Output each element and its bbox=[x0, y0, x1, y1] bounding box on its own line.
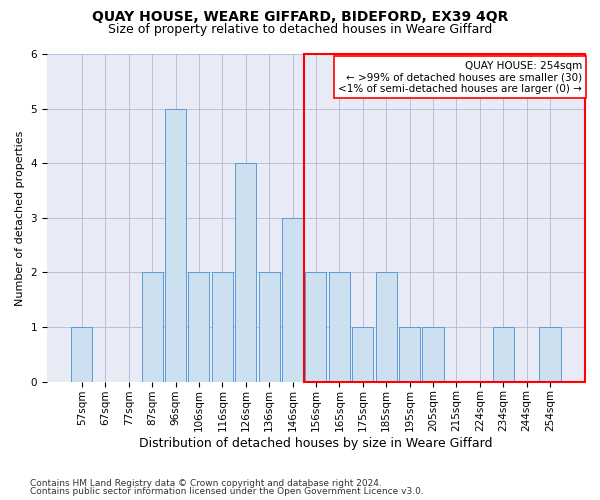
Text: QUAY HOUSE, WEARE GIFFARD, BIDEFORD, EX39 4QR: QUAY HOUSE, WEARE GIFFARD, BIDEFORD, EX3… bbox=[92, 10, 508, 24]
Bar bbox=[376, 272, 397, 382]
Bar bbox=[493, 327, 514, 382]
Bar bbox=[188, 272, 209, 382]
Bar bbox=[282, 218, 303, 382]
X-axis label: Distribution of detached houses by size in Weare Giffard: Distribution of detached houses by size … bbox=[139, 437, 493, 450]
Bar bbox=[422, 327, 443, 382]
Bar bbox=[165, 108, 186, 382]
Bar bbox=[399, 327, 420, 382]
Bar bbox=[329, 272, 350, 382]
Bar bbox=[235, 163, 256, 382]
Bar bbox=[305, 272, 326, 382]
Y-axis label: Number of detached properties: Number of detached properties bbox=[15, 130, 25, 306]
Bar bbox=[142, 272, 163, 382]
Bar bbox=[71, 327, 92, 382]
Text: Contains HM Land Registry data © Crown copyright and database right 2024.: Contains HM Land Registry data © Crown c… bbox=[30, 478, 382, 488]
Bar bbox=[352, 327, 373, 382]
Bar bbox=[212, 272, 233, 382]
Bar bbox=[539, 327, 560, 382]
Bar bbox=[259, 272, 280, 382]
Text: Contains public sector information licensed under the Open Government Licence v3: Contains public sector information licen… bbox=[30, 487, 424, 496]
Text: QUAY HOUSE: 254sqm
← >99% of detached houses are smaller (30)
<1% of semi-detach: QUAY HOUSE: 254sqm ← >99% of detached ho… bbox=[338, 60, 583, 94]
Bar bbox=[304, 54, 585, 382]
Text: Size of property relative to detached houses in Weare Giffard: Size of property relative to detached ho… bbox=[108, 22, 492, 36]
